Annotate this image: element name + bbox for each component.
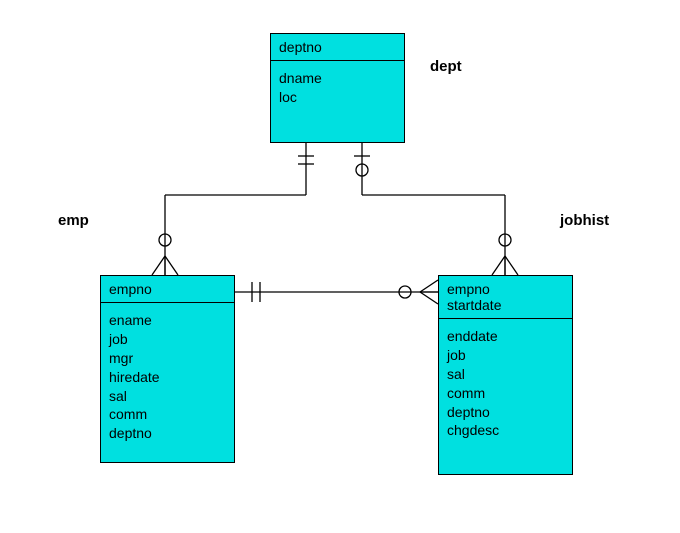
entity-emp-keys: empno xyxy=(101,276,234,303)
attr-field: comm xyxy=(109,405,226,424)
key-field: empno xyxy=(109,281,226,297)
attr-field: job xyxy=(447,346,564,365)
attr-field: comm xyxy=(447,384,564,403)
attr-field: job xyxy=(109,330,226,349)
attr-field: ename xyxy=(109,311,226,330)
entity-jobhist: empno startdate enddate job sal comm dep… xyxy=(438,275,573,475)
entity-emp: empno ename job mgr hiredate sal comm de… xyxy=(100,275,235,463)
key-field: deptno xyxy=(279,39,396,55)
label-dept: dept xyxy=(430,58,462,75)
label-emp: emp xyxy=(58,212,89,229)
attr-field: chgdesc xyxy=(447,421,564,440)
entity-jobhist-keys: empno startdate xyxy=(439,276,572,319)
attr-field: dname xyxy=(279,69,396,88)
attr-field: deptno xyxy=(447,403,564,422)
entity-emp-attrs: ename job mgr hiredate sal comm deptno xyxy=(101,303,234,451)
attr-field: sal xyxy=(447,365,564,384)
entity-dept: deptno dname loc xyxy=(270,33,405,143)
key-field: startdate xyxy=(447,297,564,313)
attr-field: enddate xyxy=(447,327,564,346)
label-jobhist: jobhist xyxy=(560,212,609,229)
attr-field: deptno xyxy=(109,424,226,443)
entity-dept-keys: deptno xyxy=(271,34,404,61)
entity-dept-attrs: dname loc xyxy=(271,61,404,115)
attr-field: mgr xyxy=(109,349,226,368)
attr-field: hiredate xyxy=(109,368,226,387)
attr-field: loc xyxy=(279,88,396,107)
entity-jobhist-attrs: enddate job sal comm deptno chgdesc xyxy=(439,319,572,448)
key-field: empno xyxy=(447,281,564,297)
attr-field: sal xyxy=(109,387,226,406)
